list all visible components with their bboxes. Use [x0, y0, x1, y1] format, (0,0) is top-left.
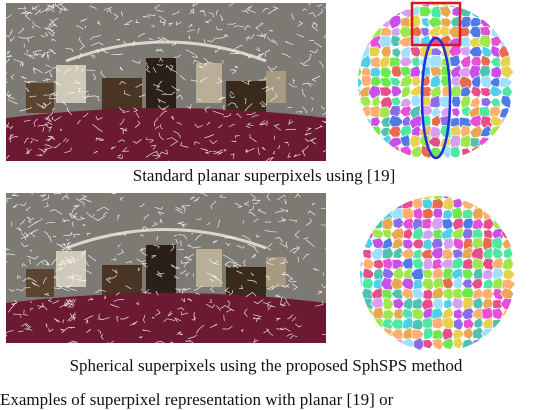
figure-caption: Examples of superpixel representation wi…	[0, 390, 394, 409]
panorama-image-top	[6, 3, 326, 161]
sphere-spherical-superpixels	[356, 192, 522, 356]
highlight-box	[410, 1, 462, 47]
caption-spherical: Spherical superpixels using the proposed…	[69, 356, 463, 375]
sphere-image-top	[358, 1, 514, 160]
panorama-spherical-superpixels	[6, 193, 326, 343]
panorama-image-bottom	[6, 193, 326, 343]
sphere-planar-superpixels	[354, 0, 524, 165]
sphere-image-bottom	[360, 196, 516, 352]
caption-planar: Standard planar superpixels using [19]	[132, 166, 396, 185]
panorama-planar-superpixels	[6, 3, 326, 161]
highlight-ellipse	[420, 36, 452, 160]
